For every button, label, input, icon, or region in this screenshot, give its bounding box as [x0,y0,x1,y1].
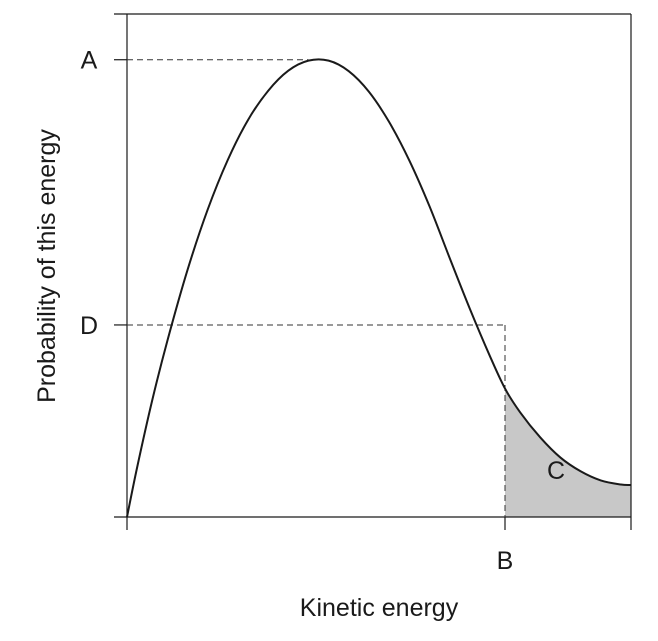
x-axis-title: Kinetic energy [300,594,459,622]
distribution-curve [126,58,632,518]
plot-frame [114,13,632,530]
label-d: D [80,312,98,340]
label-b: B [497,547,514,575]
label-a: A [81,47,98,75]
label-c: C [547,457,565,485]
y-axis-title: Probability of this energy [33,129,61,403]
shaded-region-c [505,388,631,517]
